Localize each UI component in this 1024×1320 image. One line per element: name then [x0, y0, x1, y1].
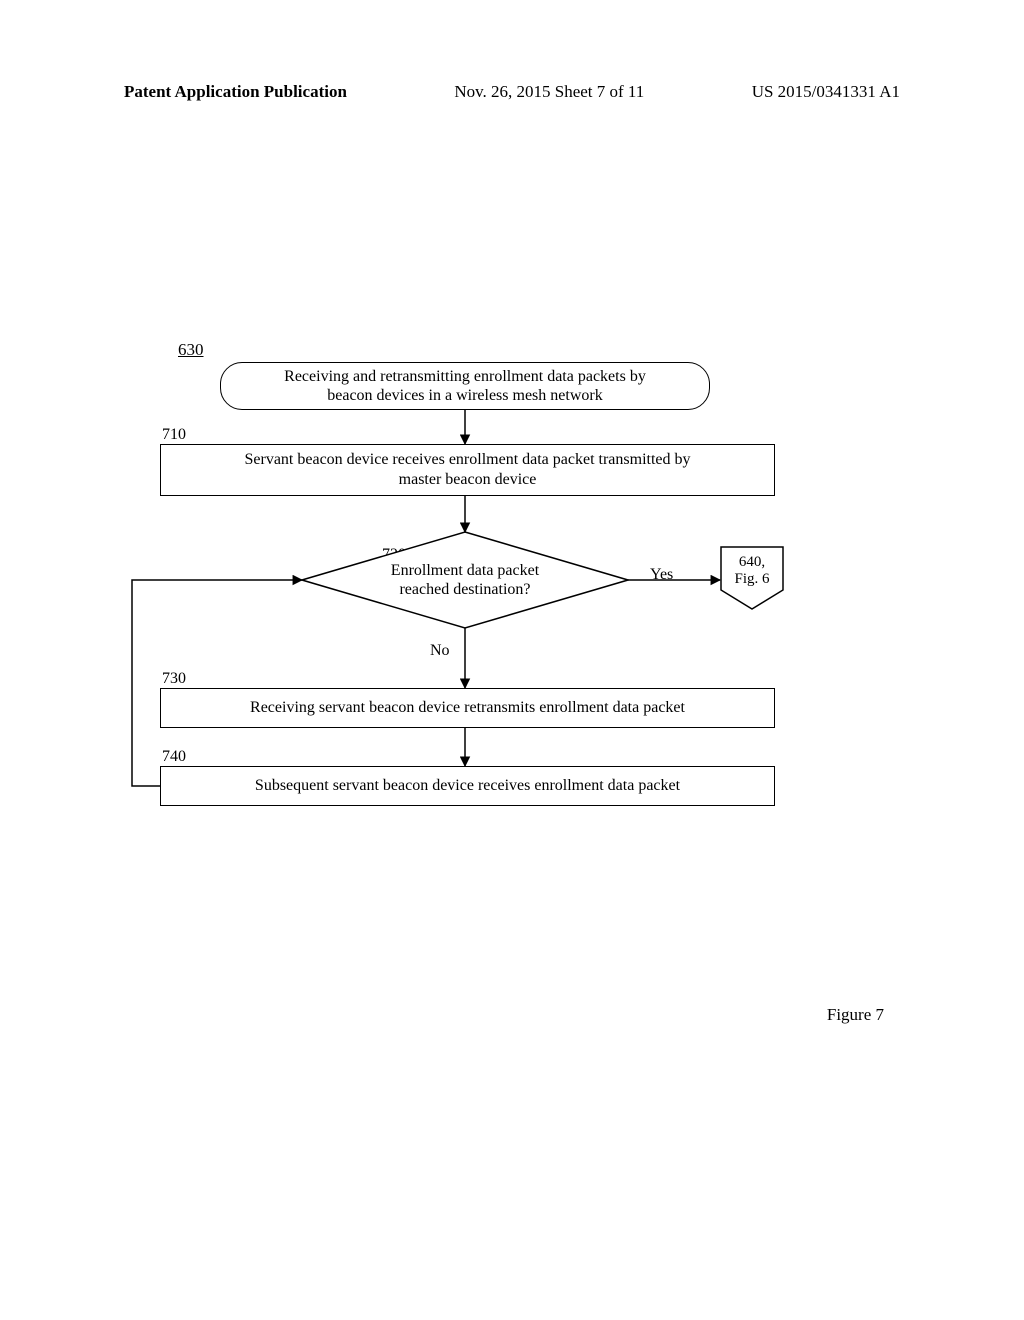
- flowchart: 630 Receiving and retransmitting enrollm…: [120, 340, 880, 960]
- header-left: Patent Application Publication: [124, 82, 347, 102]
- ref-710: 710: [162, 426, 186, 444]
- figure-caption: Figure 7: [827, 1005, 884, 1025]
- terminator-630-text: Receiving and retransmitting enrollment …: [284, 367, 646, 405]
- process-730: Receiving servant beacon device retransm…: [160, 688, 775, 728]
- header-center: Nov. 26, 2015 Sheet 7 of 11: [454, 82, 644, 102]
- process-730-text: Receiving servant beacon device retransm…: [250, 698, 685, 718]
- process-710-text: Servant beacon device receives enrollmen…: [244, 450, 690, 490]
- offpage-640-line1: 640,: [739, 554, 765, 571]
- ref-630: 630: [178, 340, 204, 360]
- process-710: Servant beacon device receives enrollmen…: [160, 444, 775, 496]
- offpage-640-line2: Fig. 6: [734, 571, 769, 588]
- offpage-640: 640, Fig. 6: [720, 546, 784, 610]
- ref-730: 730: [162, 670, 186, 688]
- header-right: US 2015/0341331 A1: [752, 82, 900, 102]
- label-no: No: [430, 642, 450, 660]
- terminator-630: Receiving and retransmitting enrollment …: [220, 362, 710, 410]
- process-740-text: Subsequent servant beacon device receive…: [255, 776, 680, 796]
- page-header: Patent Application Publication Nov. 26, …: [0, 82, 1024, 102]
- process-740: Subsequent servant beacon device receive…: [160, 766, 775, 806]
- decision-720-text: Enrollment data packet reached destinati…: [300, 530, 630, 630]
- flow-lines: [120, 340, 880, 960]
- label-yes: Yes: [650, 566, 673, 584]
- ref-740: 740: [162, 748, 186, 766]
- page: Patent Application Publication Nov. 26, …: [0, 0, 1024, 1320]
